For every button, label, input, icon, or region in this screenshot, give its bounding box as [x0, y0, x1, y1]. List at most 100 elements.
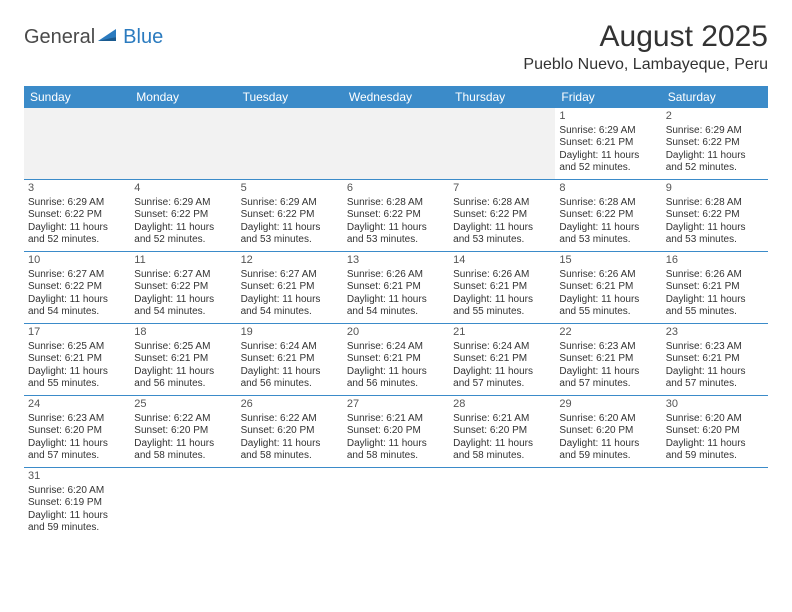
sunset-line: Sunset: 6:22 PM	[453, 209, 551, 222]
sunset-line: Sunset: 6:22 PM	[666, 209, 764, 222]
sunset-line: Sunset: 6:20 PM	[453, 425, 551, 438]
sunset-line: Sunset: 6:19 PM	[28, 497, 126, 510]
day-number: 7	[453, 182, 551, 196]
day-cell: 29Sunrise: 6:20 AMSunset: 6:20 PMDayligh…	[555, 396, 661, 468]
sunset-line: Sunset: 6:21 PM	[559, 353, 657, 366]
day-cell: 7Sunrise: 6:28 AMSunset: 6:22 PMDaylight…	[449, 180, 555, 252]
sunrise-line: Sunrise: 6:29 AM	[666, 125, 764, 138]
sunset-line: Sunset: 6:20 PM	[241, 425, 339, 438]
day-cell: 22Sunrise: 6:23 AMSunset: 6:21 PMDayligh…	[555, 324, 661, 396]
day-cell: 12Sunrise: 6:27 AMSunset: 6:21 PMDayligh…	[237, 252, 343, 324]
day-header: Thursday	[449, 86, 555, 108]
day-number: 19	[241, 326, 339, 340]
daylight-line: Daylight: 11 hours and 57 minutes.	[453, 366, 551, 391]
sunrise-line: Sunrise: 6:26 AM	[453, 269, 551, 282]
daylight-line: Daylight: 11 hours and 55 minutes.	[453, 294, 551, 319]
day-cell: 4Sunrise: 6:29 AMSunset: 6:22 PMDaylight…	[130, 180, 236, 252]
day-header: Wednesday	[343, 86, 449, 108]
daylight-line: Daylight: 11 hours and 59 minutes.	[28, 510, 126, 535]
day-number: 10	[28, 254, 126, 268]
daylight-line: Daylight: 11 hours and 53 minutes.	[666, 222, 764, 247]
sunrise-line: Sunrise: 6:24 AM	[453, 341, 551, 354]
sunrise-line: Sunrise: 6:27 AM	[28, 269, 126, 282]
day-cell: 5Sunrise: 6:29 AMSunset: 6:22 PMDaylight…	[237, 180, 343, 252]
day-cell: 19Sunrise: 6:24 AMSunset: 6:21 PMDayligh…	[237, 324, 343, 396]
day-number: 17	[28, 326, 126, 340]
sunset-line: Sunset: 6:21 PM	[453, 281, 551, 294]
sunrise-line: Sunrise: 6:22 AM	[134, 413, 232, 426]
day-cell: 16Sunrise: 6:26 AMSunset: 6:21 PMDayligh…	[662, 252, 768, 324]
day-number: 23	[666, 326, 764, 340]
sunset-line: Sunset: 6:21 PM	[241, 281, 339, 294]
day-number: 22	[559, 326, 657, 340]
day-number: 4	[134, 182, 232, 196]
sunset-line: Sunset: 6:22 PM	[347, 209, 445, 222]
sunrise-line: Sunrise: 6:23 AM	[666, 341, 764, 354]
day-number: 24	[28, 398, 126, 412]
day-cell: 8Sunrise: 6:28 AMSunset: 6:22 PMDaylight…	[555, 180, 661, 252]
sunrise-line: Sunrise: 6:21 AM	[453, 413, 551, 426]
day-header: Tuesday	[237, 86, 343, 108]
title-block: August 2025 Pueblo Nuevo, Lambayeque, Pe…	[523, 20, 768, 74]
daylight-line: Daylight: 11 hours and 57 minutes.	[28, 438, 126, 463]
sunrise-line: Sunrise: 6:23 AM	[28, 413, 126, 426]
sunset-line: Sunset: 6:22 PM	[28, 209, 126, 222]
day-number: 2	[666, 110, 764, 124]
daylight-line: Daylight: 11 hours and 59 minutes.	[559, 438, 657, 463]
day-number: 3	[28, 182, 126, 196]
sunrise-line: Sunrise: 6:26 AM	[347, 269, 445, 282]
sunrise-line: Sunrise: 6:27 AM	[241, 269, 339, 282]
empty-cell	[237, 108, 343, 180]
trailing-empty-cell	[662, 468, 768, 540]
day-cell: 20Sunrise: 6:24 AMSunset: 6:21 PMDayligh…	[343, 324, 449, 396]
day-number: 25	[134, 398, 232, 412]
header: General Blue August 2025 Pueblo Nuevo, L…	[24, 20, 768, 74]
day-cell: 30Sunrise: 6:20 AMSunset: 6:20 PMDayligh…	[662, 396, 768, 468]
day-number: 1	[559, 110, 657, 124]
day-number: 18	[134, 326, 232, 340]
sunset-line: Sunset: 6:21 PM	[559, 281, 657, 294]
daylight-line: Daylight: 11 hours and 52 minutes.	[28, 222, 126, 247]
sunrise-line: Sunrise: 6:23 AM	[559, 341, 657, 354]
daylight-line: Daylight: 11 hours and 57 minutes.	[666, 366, 764, 391]
day-number: 6	[347, 182, 445, 196]
daylight-line: Daylight: 11 hours and 58 minutes.	[453, 438, 551, 463]
sunrise-line: Sunrise: 6:20 AM	[559, 413, 657, 426]
daylight-line: Daylight: 11 hours and 58 minutes.	[347, 438, 445, 463]
sunrise-line: Sunrise: 6:28 AM	[559, 197, 657, 210]
day-cell: 6Sunrise: 6:28 AMSunset: 6:22 PMDaylight…	[343, 180, 449, 252]
sunrise-line: Sunrise: 6:24 AM	[241, 341, 339, 354]
empty-cell	[343, 108, 449, 180]
daylight-line: Daylight: 11 hours and 53 minutes.	[241, 222, 339, 247]
day-cell: 3Sunrise: 6:29 AMSunset: 6:22 PMDaylight…	[24, 180, 130, 252]
day-number: 28	[453, 398, 551, 412]
daylight-line: Daylight: 11 hours and 55 minutes.	[559, 294, 657, 319]
daylight-line: Daylight: 11 hours and 53 minutes.	[559, 222, 657, 247]
day-cell: 17Sunrise: 6:25 AMSunset: 6:21 PMDayligh…	[24, 324, 130, 396]
sunrise-line: Sunrise: 6:26 AM	[559, 269, 657, 282]
day-number: 15	[559, 254, 657, 268]
empty-cell	[449, 108, 555, 180]
daylight-line: Daylight: 11 hours and 57 minutes.	[559, 366, 657, 391]
daylight-line: Daylight: 11 hours and 56 minutes.	[347, 366, 445, 391]
sunrise-line: Sunrise: 6:29 AM	[559, 125, 657, 138]
trailing-empty-cell	[130, 468, 236, 540]
sunrise-line: Sunrise: 6:28 AM	[666, 197, 764, 210]
day-number: 9	[666, 182, 764, 196]
sunrise-line: Sunrise: 6:20 AM	[666, 413, 764, 426]
trailing-empty-cell	[449, 468, 555, 540]
sunset-line: Sunset: 6:22 PM	[134, 209, 232, 222]
location: Pueblo Nuevo, Lambayeque, Peru	[523, 56, 768, 74]
sunrise-line: Sunrise: 6:29 AM	[241, 197, 339, 210]
day-cell: 21Sunrise: 6:24 AMSunset: 6:21 PMDayligh…	[449, 324, 555, 396]
daylight-line: Daylight: 11 hours and 58 minutes.	[134, 438, 232, 463]
trailing-empty-cell	[555, 468, 661, 540]
day-cell: 25Sunrise: 6:22 AMSunset: 6:20 PMDayligh…	[130, 396, 236, 468]
day-cell: 31Sunrise: 6:20 AMSunset: 6:19 PMDayligh…	[24, 468, 130, 540]
sunrise-line: Sunrise: 6:29 AM	[134, 197, 232, 210]
sunset-line: Sunset: 6:20 PM	[559, 425, 657, 438]
daylight-line: Daylight: 11 hours and 53 minutes.	[453, 222, 551, 247]
sunrise-line: Sunrise: 6:26 AM	[666, 269, 764, 282]
day-cell: 10Sunrise: 6:27 AMSunset: 6:22 PMDayligh…	[24, 252, 130, 324]
daylight-line: Daylight: 11 hours and 52 minutes.	[559, 150, 657, 175]
